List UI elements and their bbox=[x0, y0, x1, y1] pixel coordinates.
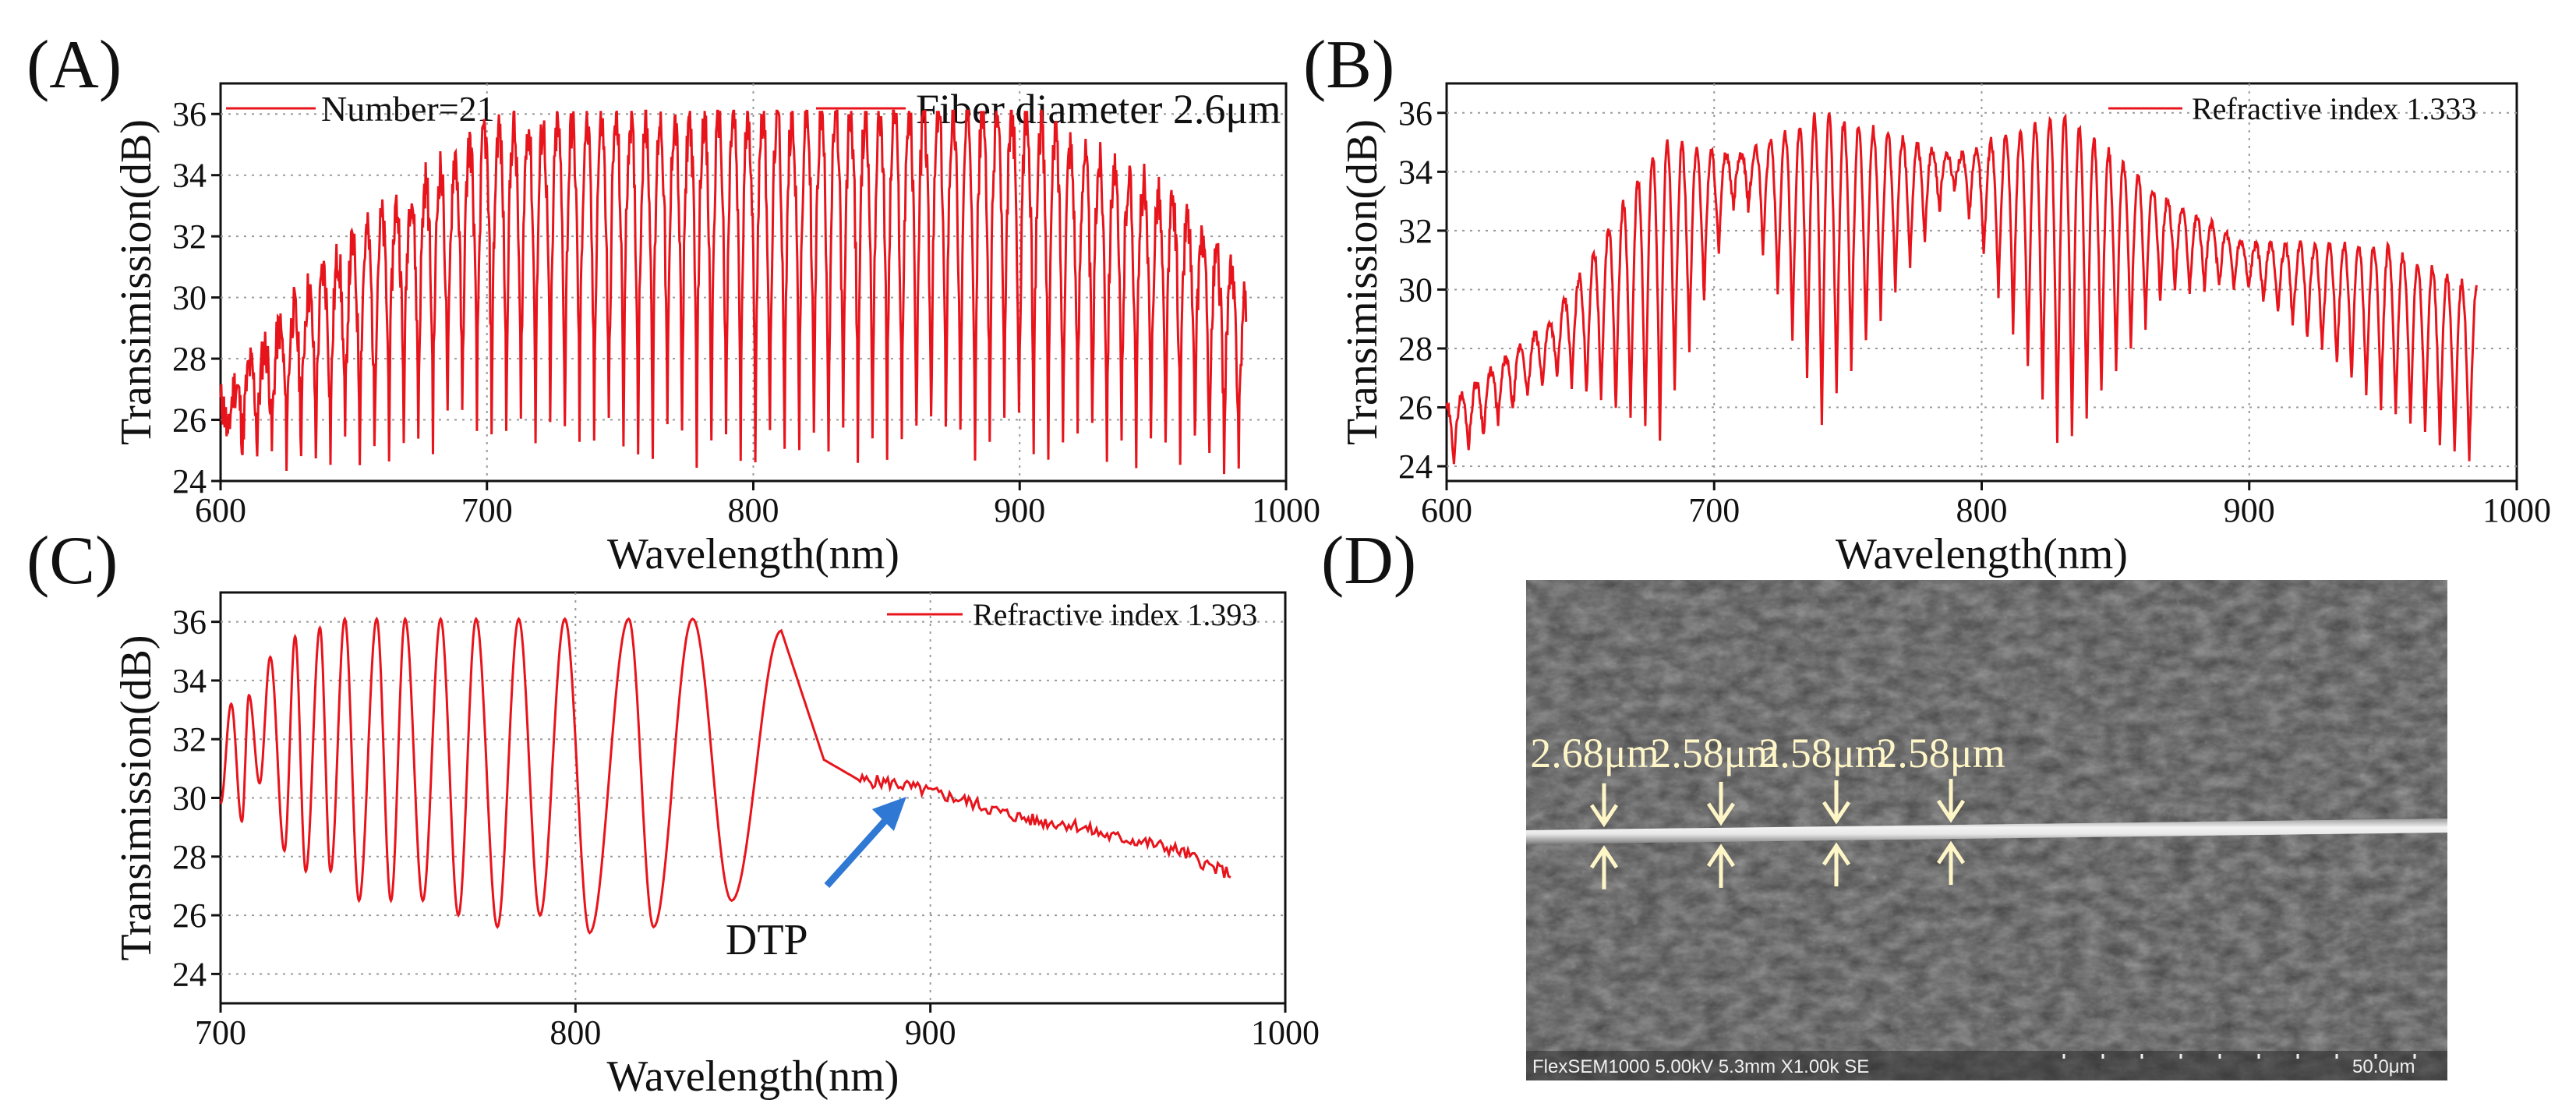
chart-a-ytick-label: 32 bbox=[172, 217, 207, 256]
sem-diameter-marker bbox=[1706, 781, 1736, 888]
chart-c-xtick-label: 800 bbox=[549, 1013, 601, 1052]
sem-fiber bbox=[1526, 819, 2447, 844]
chart-a-xtick-label: 900 bbox=[994, 491, 1045, 529]
chart-b-legend-label: Refractive index 1.333 bbox=[2192, 91, 2476, 126]
chart-b-ytick-label: 26 bbox=[1398, 389, 1433, 427]
chart-c-ylabel: Transimission(dB) bbox=[112, 635, 161, 960]
chart-b: 600 700 800 900 1000 24 26 28 30 32 34 36 Wavelength… bbox=[1338, 82, 2551, 578]
chart-c-ytick-label: 30 bbox=[172, 780, 207, 818]
chart-a-legend-label: Number=21 bbox=[321, 89, 495, 129]
chart-b-xtick-label: 800 bbox=[1956, 491, 2008, 529]
chart-a: 600 700 800 900 1000 24 26 28 30 32 34 36 Wavelength… bbox=[112, 82, 1320, 578]
chart-a-xtick-label: 800 bbox=[728, 491, 779, 529]
chart-b-xtick-label: 600 bbox=[1421, 491, 1472, 529]
chart-a-xtick-label: 600 bbox=[195, 491, 246, 529]
chart-b-ytick-label: 32 bbox=[1398, 212, 1433, 250]
chart-a-series-line bbox=[219, 109, 1248, 475]
chart-b-ytick-label: 34 bbox=[1398, 153, 1433, 191]
sem-scale-label: 50.0μm bbox=[2352, 1056, 2415, 1077]
chart-a-ylabel: Transimission(dB) bbox=[112, 119, 161, 445]
chart-a-xtick-label: 700 bbox=[461, 491, 513, 529]
sem-diameter-label: 2.58μm bbox=[1876, 730, 2005, 776]
panel-letter-c: (C) bbox=[27, 523, 118, 599]
chart-b-ylabel: Transimission(dB) bbox=[1338, 119, 1387, 445]
chart-a-ytick-label: 24 bbox=[172, 462, 207, 500]
chart-a-legend-label: Fiber diameter 2.6μm bbox=[916, 86, 1281, 133]
chart-b-ytick-label: 30 bbox=[1398, 271, 1433, 309]
chart-a-xlabel: Wavelength(nm) bbox=[607, 530, 899, 578]
chart-c-ytick-label: 32 bbox=[172, 720, 207, 759]
chart-c-xtick-label: 700 bbox=[195, 1013, 246, 1052]
chart-c-dtp-label: DTP bbox=[726, 916, 808, 964]
chart-c-ytick-label: 28 bbox=[172, 838, 207, 876]
chart-b-xtick-label: 700 bbox=[1688, 491, 1740, 529]
sem-diameter-label: 2.68μm bbox=[1530, 730, 1659, 776]
chart-c: 700 800 900 1000 24 26 28 30 32 34 36 Wavelength(nm… bbox=[112, 591, 1320, 1101]
chart-a-ytick-label: 26 bbox=[172, 401, 207, 440]
chart-b-ytick-label: 28 bbox=[1398, 330, 1433, 368]
chart-c-xlabel: Wavelength(nm) bbox=[607, 1052, 899, 1101]
chart-b-xtick-label: 1000 bbox=[2482, 491, 2551, 529]
sem-diameter-label: 2.58μm bbox=[1758, 730, 1887, 776]
sem-diameter-marker bbox=[1589, 783, 1619, 889]
chart-a-ytick-label: 34 bbox=[172, 157, 207, 195]
sem-diameter-marker bbox=[1822, 780, 1851, 886]
chart-b-plot-frame bbox=[1445, 82, 2518, 483]
chart-c-ytick-label: 36 bbox=[172, 603, 207, 642]
chart-c-dtp-arrow bbox=[824, 796, 906, 888]
chart-b-ytick-label: 36 bbox=[1398, 94, 1433, 133]
chart-a-ytick-label: 30 bbox=[172, 279, 207, 317]
chart-c-ytick-label: 24 bbox=[172, 955, 207, 993]
chart-c-xtick-label: 1000 bbox=[1251, 1013, 1320, 1052]
chart-a-ytick-label: 36 bbox=[172, 95, 207, 133]
chart-c-series-line bbox=[220, 616, 1231, 935]
chart-c-xtick-label: 900 bbox=[905, 1013, 956, 1052]
sem-diameter-label: 2.58μm bbox=[1650, 730, 1779, 776]
sem-scale-bar bbox=[2062, 1054, 2416, 1059]
sem-footer-text: FlexSEM1000 5.00kV 5.3mm X1.00k SE bbox=[1532, 1056, 1869, 1077]
panel-letter-b: (B) bbox=[1303, 27, 1395, 103]
chart-b-ytick-label: 24 bbox=[1398, 447, 1433, 486]
sem-diameter-marker bbox=[1936, 779, 1966, 886]
chart-c-ytick-label: 34 bbox=[172, 662, 207, 700]
chart-b-xlabel: Wavelength(nm) bbox=[1836, 530, 2128, 578]
chart-c-legend-label: Refractive index 1.393 bbox=[973, 597, 1257, 632]
chart-c-ytick-label: 26 bbox=[172, 897, 207, 935]
panel-letter-a: (A) bbox=[27, 27, 122, 103]
chart-b-xtick-label: 900 bbox=[2224, 491, 2275, 529]
panel-letter-d: (D) bbox=[1321, 523, 1417, 599]
chart-a-ytick-label: 28 bbox=[172, 340, 207, 378]
chart-b-series-line bbox=[1445, 112, 2478, 465]
chart-a-xtick-label: 1000 bbox=[1252, 491, 1320, 529]
